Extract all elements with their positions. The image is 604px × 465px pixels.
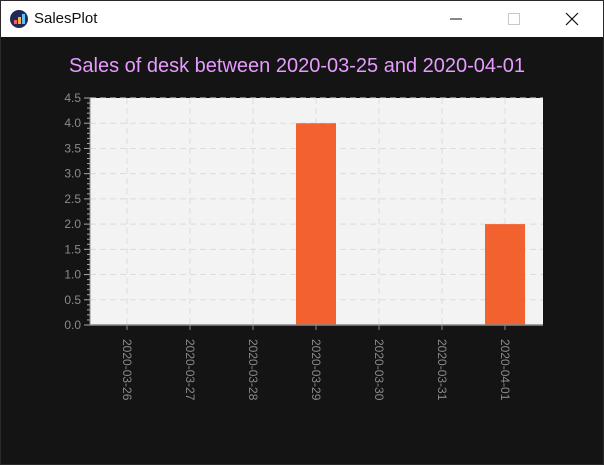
chart-app-icon bbox=[10, 10, 28, 28]
y-tick-label: 0.0 bbox=[64, 318, 81, 332]
y-tick-label: 2.5 bbox=[64, 192, 81, 206]
bar-2020-03-29 bbox=[296, 123, 336, 325]
x-tick-label: 2020-03-29 bbox=[309, 339, 323, 401]
maximize-icon bbox=[508, 13, 520, 25]
maximize-button[interactable] bbox=[486, 1, 544, 37]
window-title: SalesPlot bbox=[34, 10, 98, 27]
y-tick-label: 0.5 bbox=[64, 293, 81, 307]
x-tick-label: 2020-03-30 bbox=[372, 339, 386, 401]
close-button[interactable] bbox=[544, 1, 602, 37]
x-tick-label: 2020-03-28 bbox=[246, 339, 260, 401]
y-tick-label: 2.0 bbox=[64, 217, 81, 231]
bar-2020-04-01 bbox=[485, 224, 525, 325]
bar-chart: 0.0 0.5 1.0 1.5 2.0 2.5 3.0 3.5 4.0 4.5 2020-03-26… bbox=[64, 91, 543, 401]
y-tick-label: 4.5 bbox=[64, 91, 81, 105]
minimize-button[interactable] bbox=[428, 1, 486, 37]
chart-title: Sales of desk between 2020-03-25 and 202… bbox=[69, 55, 525, 77]
close-icon bbox=[565, 12, 579, 26]
title-bar[interactable]: SalesPlot bbox=[1, 1, 603, 37]
x-tick-label: 2020-04-01 bbox=[498, 339, 512, 401]
y-tick-label: 3.0 bbox=[64, 167, 81, 181]
x-tick-label: 2020-03-27 bbox=[183, 339, 197, 401]
x-tick-label: 2020-03-26 bbox=[120, 339, 134, 401]
chart-area: Sales of desk between 2020-03-25 and 202… bbox=[1, 37, 603, 464]
y-tick-label: 3.5 bbox=[64, 141, 81, 155]
minimize-icon bbox=[450, 18, 462, 20]
y-tick-label: 4.0 bbox=[64, 116, 81, 130]
x-tick-label: 2020-03-31 bbox=[435, 339, 449, 401]
y-tick-label: 1.0 bbox=[64, 268, 81, 282]
y-tick-label: 1.5 bbox=[64, 242, 81, 256]
